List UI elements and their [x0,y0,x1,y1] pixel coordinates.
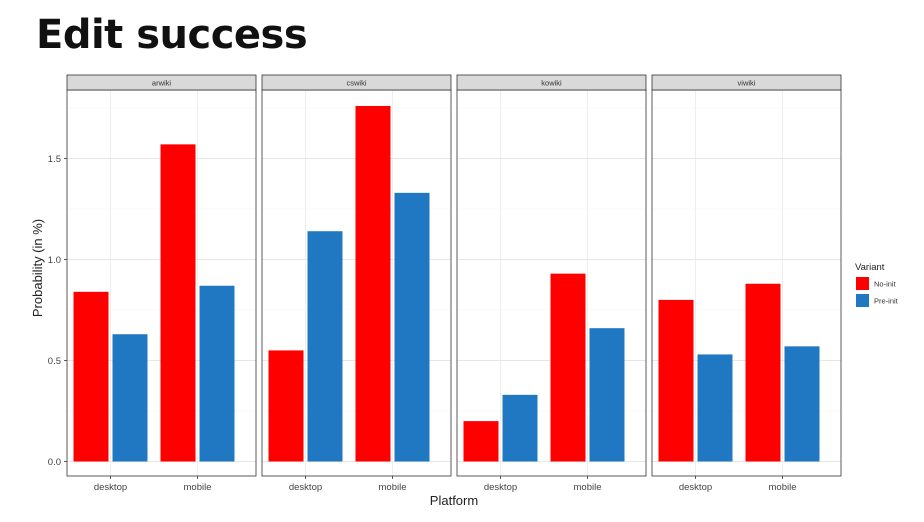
bar-arwiki-desktop-pre-init [112,334,148,462]
bar-arwiki-mobile-pre-init [199,285,235,462]
y-tick-label: 0.0 [48,457,61,468]
bar-kowiki-mobile-pre-init [589,328,625,462]
bar-cswiki-desktop-pre-init [307,231,343,462]
x-tick-label: mobile [574,482,602,493]
facet-strip [456,74,647,91]
y-axis-label: Probability (in %) [30,219,45,317]
bar-cswiki-mobile-no-init [355,105,391,462]
facet-strip [66,74,257,91]
legend-label-pre-init: Pre-init [874,297,899,306]
x-tick-label: desktop [484,482,517,493]
bar-viwiki-desktop-pre-init [697,354,733,462]
bar-arwiki-desktop-no-init [73,291,109,462]
x-tick-label: desktop [679,482,712,493]
legend-key-pre-init [856,294,869,307]
bar-cswiki-mobile-pre-init [394,192,430,462]
facet-panel-cswiki: desktop mobile cswiki [261,74,452,493]
y-tick-label: 0.5 [48,356,61,367]
bar-kowiki-desktop-no-init [463,421,499,462]
slide-title: Edit success [36,12,308,58]
x-tick-label: mobile [379,482,407,493]
bar-viwiki-mobile-pre-init [784,346,820,462]
y-tick-label: 1.5 [48,154,61,165]
facet-panel-viwiki: desktop mobile viwiki [651,74,842,493]
legend-label-no-init: No-init [874,280,897,289]
bar-arwiki-mobile-no-init [160,144,196,462]
facet-label: kowiki [541,79,562,88]
facet-panel-kowiki: desktop mobile kowiki [456,74,647,493]
bar-viwiki-desktop-no-init [658,299,694,462]
bar-cswiki-desktop-no-init [268,350,304,462]
legend: Variant No-init Pre-init [855,262,899,307]
legend-key-no-init [856,277,869,290]
bar-kowiki-mobile-no-init [550,273,586,462]
facet-panel-arwiki: desktop mobile arwiki [66,74,257,493]
facet-label: viwiki [738,79,756,88]
facet-label: arwiki [152,79,172,88]
facet-label: cswiki [347,79,367,88]
x-tick-label: mobile [184,482,212,493]
bar-kowiki-desktop-pre-init [502,394,538,462]
facet-strip [651,74,842,91]
y-tick-label: 1.0 [48,255,61,266]
x-tick-label: desktop [94,482,127,493]
bar-viwiki-mobile-no-init [745,283,781,462]
facet-strip [261,74,452,91]
x-tick-label: desktop [289,482,322,493]
legend-title: Variant [855,262,885,273]
x-tick-label: mobile [769,482,797,493]
x-axis-label: Platform [430,493,478,508]
